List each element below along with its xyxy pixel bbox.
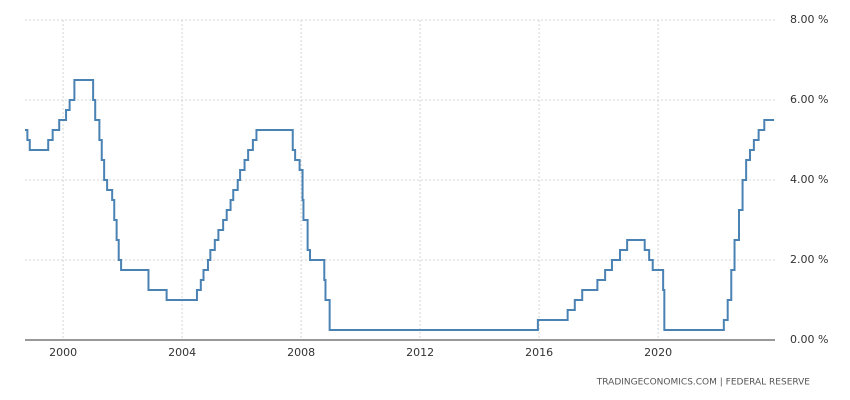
line-series [25, 79, 775, 331]
x-tick-label: 2000 [49, 346, 77, 359]
y-tick-label: 0.00 % [790, 333, 828, 346]
x-tick-label: 2008 [287, 346, 315, 359]
x-tick-label: 2016 [525, 346, 553, 359]
y-tick-label: 2.00 % [790, 253, 828, 266]
source: TRADINGECONOMICS.COM | FEDERAL RESERVE [596, 378, 811, 388]
y-tick-label: 6.00 % [790, 93, 828, 106]
y-tick-label: 8.00 % [790, 13, 828, 26]
y-tick-label: 4.00 % [790, 173, 828, 186]
x-tick-label: 2012 [406, 346, 434, 359]
x-tick-label: 2020 [644, 346, 672, 359]
x-tick-label: 2004 [168, 346, 196, 359]
